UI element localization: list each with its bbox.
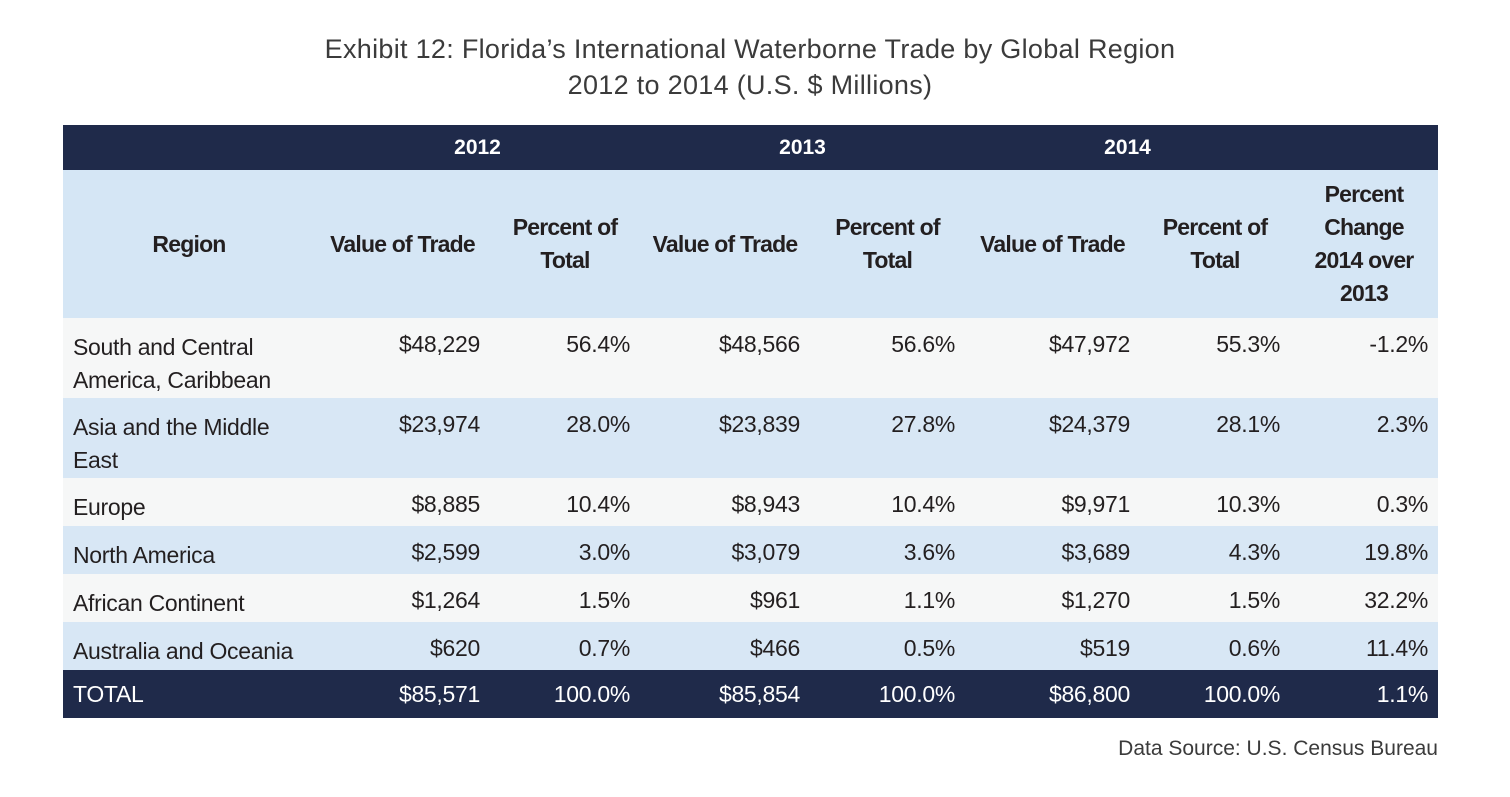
table-row: North America $2,599 3.0% $3,079 3.6% $3,689 4… xyxy=(63,526,1438,574)
value-cell: 56.6% xyxy=(810,318,965,398)
year-2014: 2014 xyxy=(965,125,1290,170)
value-cell: 0.7% xyxy=(490,622,640,670)
value-cell: $466 xyxy=(640,622,810,670)
value-cell: 1.5% xyxy=(490,574,640,622)
value-cell: 2.3% xyxy=(1290,398,1438,478)
value-cell: $23,974 xyxy=(315,398,490,478)
value-cell: 28.0% xyxy=(490,398,640,478)
col-header: Percent of Total xyxy=(1140,170,1290,318)
region-cell: Europe xyxy=(63,478,315,526)
region-cell: North America xyxy=(63,526,315,574)
value-cell: $48,229 xyxy=(315,318,490,398)
region-cell: Asia and the Middle East xyxy=(63,398,315,478)
year-2012: 2012 xyxy=(315,125,640,170)
column-header-row: Region Value of Trade Percent of Total V… xyxy=(63,170,1438,318)
exhibit-title: Exhibit 12: Florida’s International Wate… xyxy=(324,34,1176,64)
col-header: Value of Trade xyxy=(965,170,1140,318)
total-value: 100.0% xyxy=(1140,670,1290,718)
value-cell: 27.8% xyxy=(810,398,965,478)
value-cell: 3.0% xyxy=(490,526,640,574)
value-cell: $3,079 xyxy=(640,526,810,574)
value-cell: 10.4% xyxy=(490,478,640,526)
total-value: 100.0% xyxy=(490,670,640,718)
year-header-row: 2012 2013 2014 xyxy=(63,125,1438,170)
total-value: $86,800 xyxy=(965,670,1140,718)
region-cell: African Continent xyxy=(63,574,315,622)
table-row: Australia and Oceania $620 0.7% $466 0.5% $51… xyxy=(63,622,1438,670)
total-row: TOTAL $85,571 100.0% $85,854 100.0% $86,800 10… xyxy=(63,670,1438,718)
col-header: Region xyxy=(63,170,315,318)
value-cell: 0.5% xyxy=(810,622,965,670)
region-cell: South and Central America, Caribbean xyxy=(63,318,315,398)
year-2013: 2013 xyxy=(640,125,965,170)
value-cell: 0.6% xyxy=(1140,622,1290,670)
value-cell: $9,971 xyxy=(965,478,1140,526)
total-value: $85,571 xyxy=(315,670,490,718)
value-cell: $620 xyxy=(315,622,490,670)
value-cell: 10.3% xyxy=(1140,478,1290,526)
exhibit-subtitle: 2012 to 2014 (U.S. $ Millions) xyxy=(567,70,933,100)
value-cell: 11.4% xyxy=(1290,622,1438,670)
total-value: 1.1% xyxy=(1290,670,1438,718)
value-cell: 0.3% xyxy=(1290,478,1438,526)
table-row: Asia and the Middle East $23,974 28.0% $23,… xyxy=(63,398,1438,478)
value-cell: $961 xyxy=(640,574,810,622)
value-cell: $519 xyxy=(965,622,1140,670)
value-cell: $23,839 xyxy=(640,398,810,478)
value-cell: 28.1% xyxy=(1140,398,1290,478)
value-cell: $47,972 xyxy=(965,318,1140,398)
col-header: Percent Change 2014 over 2013 xyxy=(1290,170,1438,318)
value-cell: 3.6% xyxy=(810,526,965,574)
col-header: Percent of Total xyxy=(490,170,640,318)
value-cell: 10.4% xyxy=(810,478,965,526)
value-cell: 4.3% xyxy=(1140,526,1290,574)
value-cell: $3,689 xyxy=(965,526,1140,574)
value-cell: 1.1% xyxy=(810,574,965,622)
value-cell: $24,379 xyxy=(965,398,1140,478)
total-value: $85,854 xyxy=(640,670,810,718)
col-header: Percent of Total xyxy=(810,170,965,318)
value-cell: 1.5% xyxy=(1140,574,1290,622)
value-cell: 32.2% xyxy=(1290,574,1438,622)
value-cell: $1,264 xyxy=(315,574,490,622)
value-cell: $1,270 xyxy=(965,574,1140,622)
value-cell: $48,566 xyxy=(640,318,810,398)
col-header: Value of Trade xyxy=(640,170,810,318)
value-cell: $8,885 xyxy=(315,478,490,526)
total-label: TOTAL xyxy=(63,670,315,718)
data-source: Data Source: U.S. Census Bureau xyxy=(1118,737,1438,760)
col-header: Value of Trade xyxy=(315,170,490,318)
value-cell: $8,943 xyxy=(640,478,810,526)
trade-table: 2012 2013 2014 Region Value of Trade Per… xyxy=(63,125,1438,718)
value-cell: 19.8% xyxy=(1290,526,1438,574)
table-row: South and Central America, Caribbean $48,… xyxy=(63,318,1438,398)
total-value: 100.0% xyxy=(810,670,965,718)
region-cell: Australia and Oceania xyxy=(63,622,315,670)
table-row: Europe $8,885 10.4% $8,943 10.4% $9,971 10.3% 0… xyxy=(63,478,1438,526)
table-row: African Continent $1,264 1.5% $961 1.1% $1,27… xyxy=(63,574,1438,622)
value-cell: 56.4% xyxy=(490,318,640,398)
value-cell: $2,599 xyxy=(315,526,490,574)
value-cell: 55.3% xyxy=(1140,318,1290,398)
value-cell: -1.2% xyxy=(1290,318,1438,398)
